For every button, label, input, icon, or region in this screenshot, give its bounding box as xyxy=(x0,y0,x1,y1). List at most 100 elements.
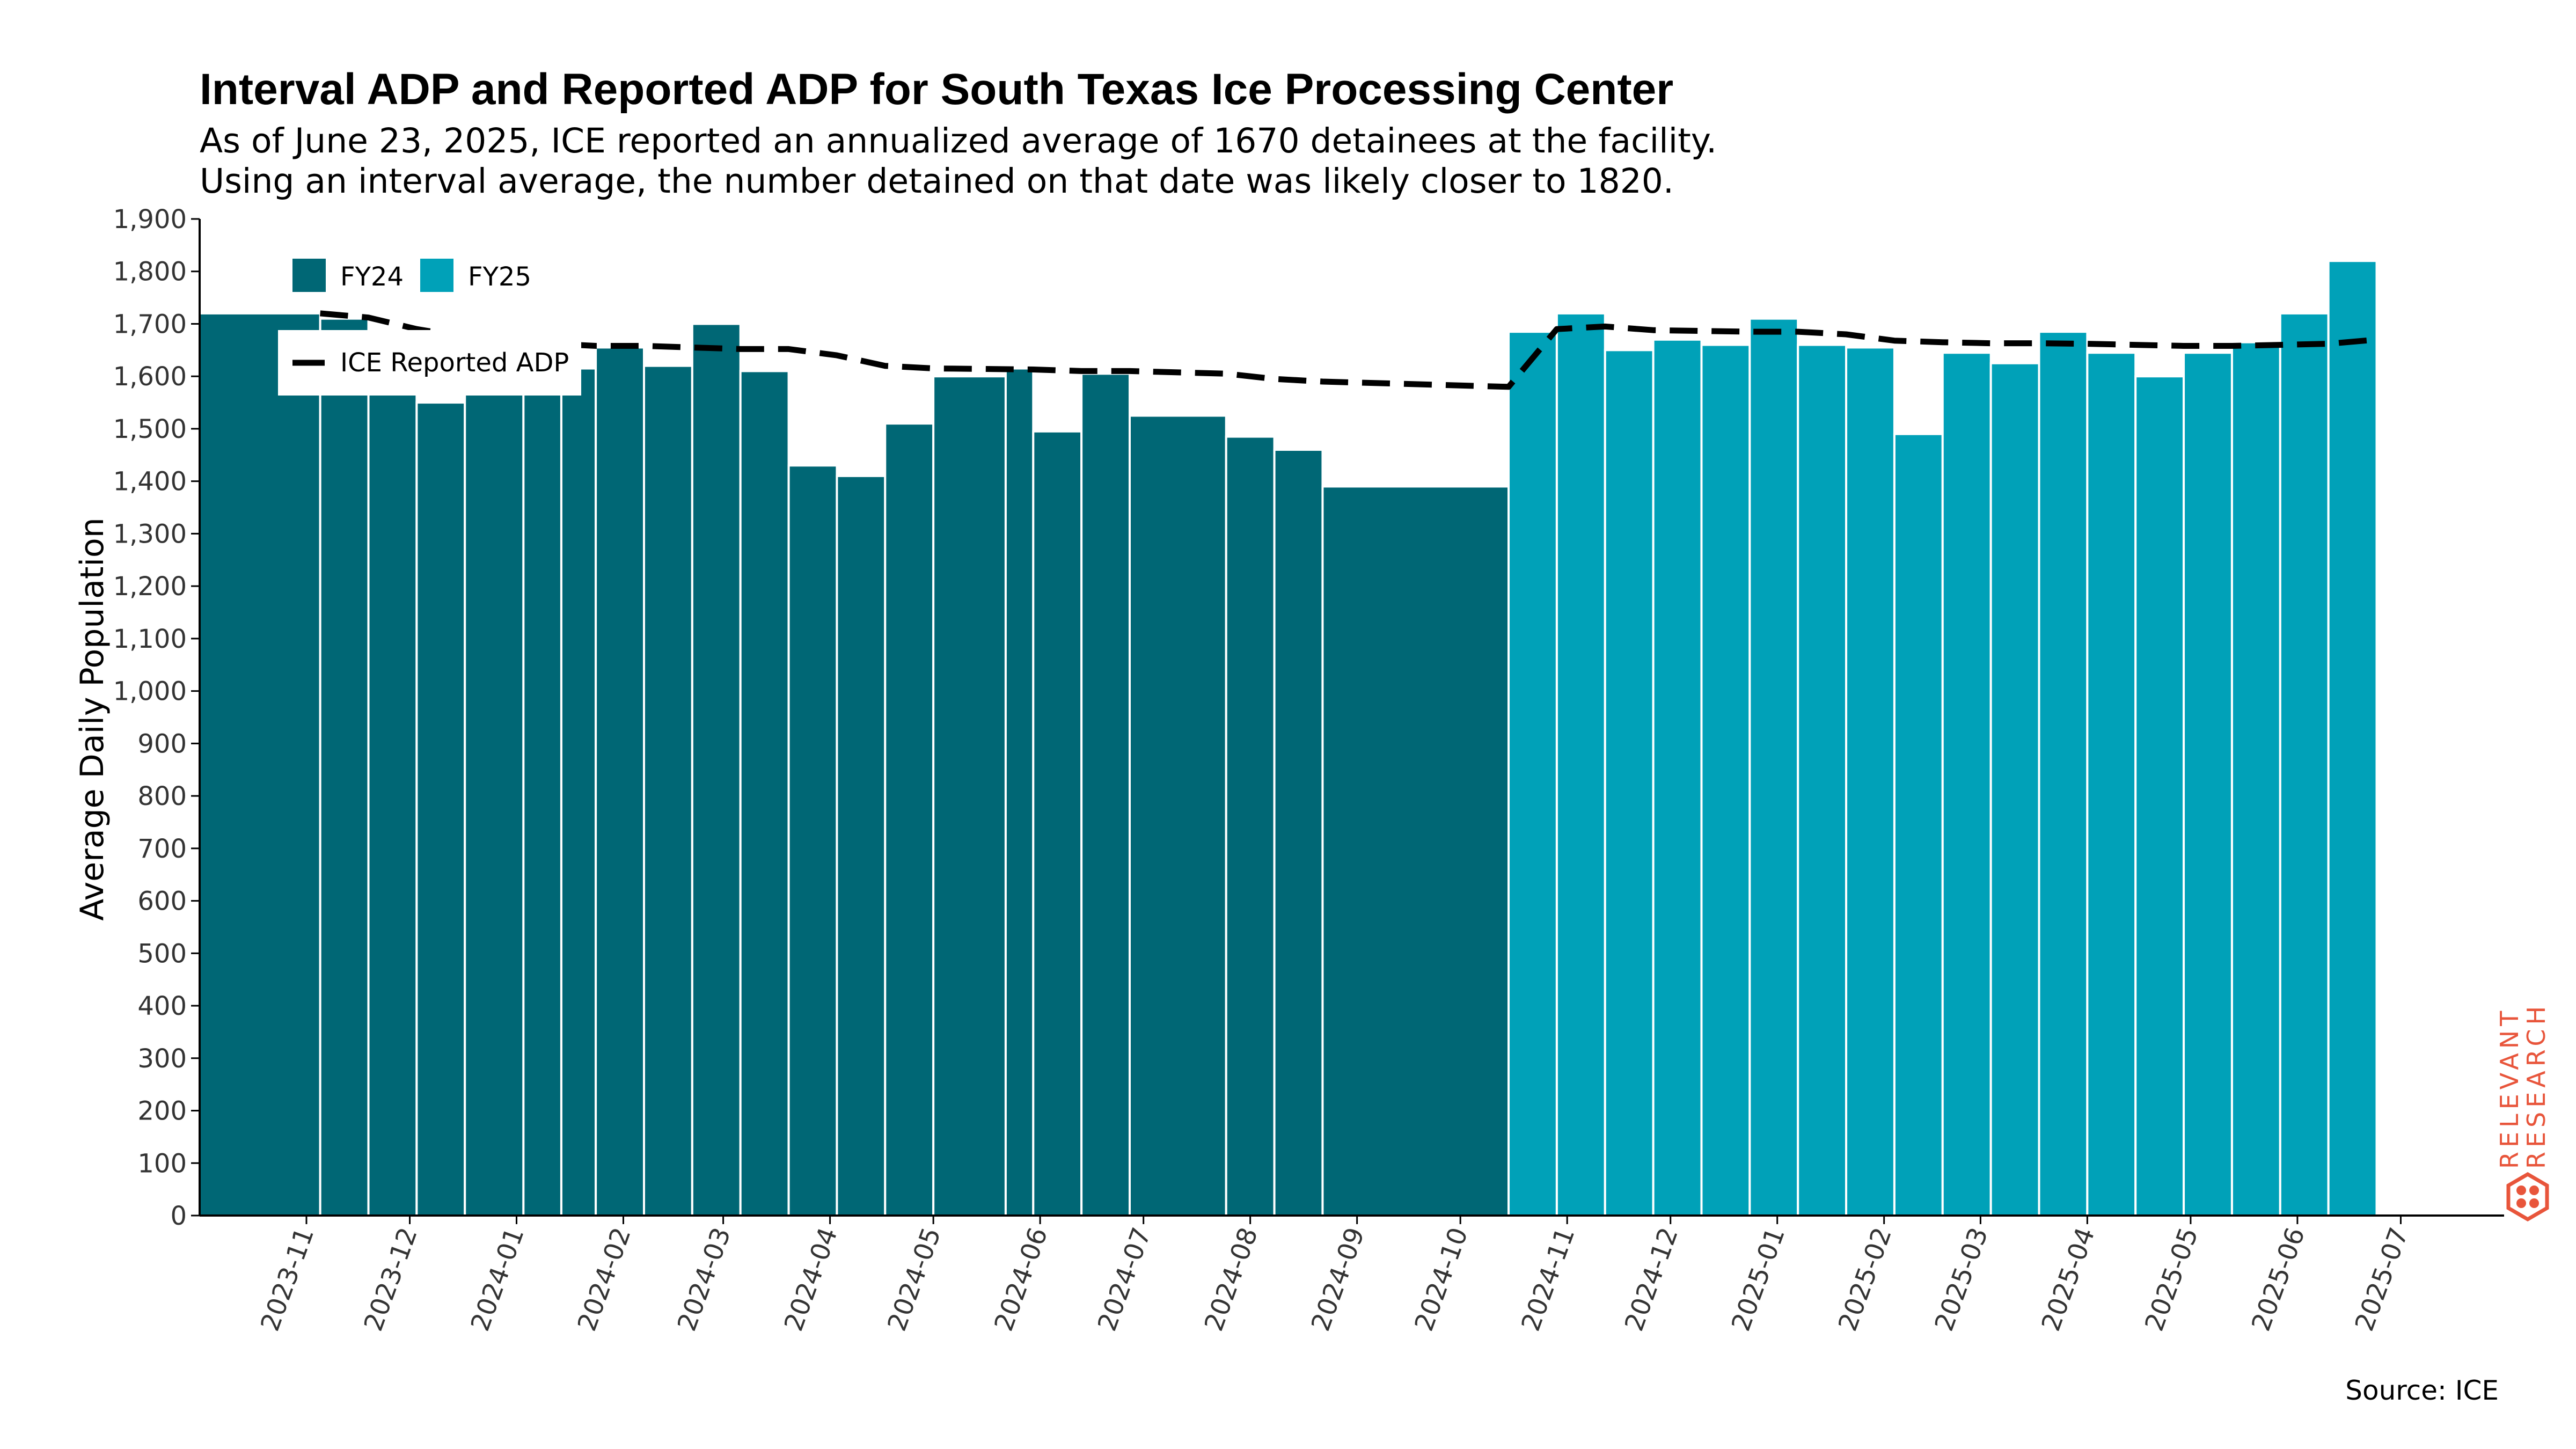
x-tick-label-2023-12: 2023-12 xyxy=(358,1224,423,1335)
bar-fy24-20 xyxy=(1273,449,1324,1217)
bar-fy24-8 xyxy=(642,364,693,1217)
brand-line-2: RESEARCH xyxy=(2522,1002,2551,1169)
chart-title: Interval ADP and Reported ADP for South … xyxy=(200,65,1674,114)
bar-fy25-17 xyxy=(2327,260,2378,1217)
bar-fy24-2 xyxy=(367,341,418,1217)
legend-line-box xyxy=(278,330,581,396)
brand-line-1: RELEVANT xyxy=(2495,1007,2524,1169)
x-tick-label-2025-07: 2025-07 xyxy=(2350,1224,2414,1335)
y-tick-label-600: 600 xyxy=(137,887,187,917)
reported-adp-line-layer xyxy=(320,310,2377,390)
y-tick-label-400: 400 xyxy=(137,991,187,1021)
legend-swatch-fy25 xyxy=(420,259,453,292)
x-tick-label-2023-11: 2023-11 xyxy=(255,1224,320,1335)
bar-fy24-1 xyxy=(319,317,370,1217)
x-tick-label-2024-08: 2024-08 xyxy=(1199,1224,1264,1335)
x-tick-label-2025-01: 2025-01 xyxy=(1726,1224,1791,1335)
bar-fy24-21 xyxy=(1321,485,1510,1217)
bar-fy25-11 xyxy=(2038,331,2089,1217)
bar-fy25-8 xyxy=(1893,433,1944,1217)
y-tick-label-1900: 1,900 xyxy=(113,204,187,235)
bar-fy25-16 xyxy=(2279,312,2330,1217)
y-tick-label-900: 900 xyxy=(137,729,187,759)
x-tick-label-2024-09: 2024-09 xyxy=(1306,1224,1371,1335)
x-axis: 2023-11 2023-12 2024-01 2024-02 2024-03 2024-… xyxy=(200,1214,2504,1335)
legend-label-fy24: FY24 xyxy=(340,262,404,292)
bar-fy25-9 xyxy=(1941,352,1992,1217)
x-tick-label-2024-07: 2024-07 xyxy=(1092,1224,1157,1335)
x-tick-label-2024-06: 2024-06 xyxy=(989,1224,1053,1335)
bar-fy24-5 xyxy=(522,364,562,1217)
bar-fy24-15 xyxy=(1004,367,1035,1217)
y-tick-label-800: 800 xyxy=(137,781,187,811)
y-tick-label-100: 100 xyxy=(137,1148,187,1179)
bar-fy25-2 xyxy=(1604,349,1655,1217)
x-tick-label-2025-04: 2025-04 xyxy=(2036,1224,2101,1335)
y-tick-label-500: 500 xyxy=(137,939,187,969)
y-axis-title: Average Daily Population xyxy=(74,517,111,921)
y-tick-label-300: 300 xyxy=(137,1044,187,1074)
x-tick-label-2025-03: 2025-03 xyxy=(1929,1224,1994,1335)
y-tick-label-1000: 1,000 xyxy=(113,677,187,707)
bar-fy24-17 xyxy=(1080,372,1131,1217)
chart-subtitle-line-2: Using an interval average, the number de… xyxy=(200,162,1674,201)
source-note: Source: ICE xyxy=(2345,1375,2499,1406)
legend-label-fy25: FY25 xyxy=(468,262,531,292)
y-tick-label-1100: 1,100 xyxy=(113,624,187,654)
bar-fy24-3 xyxy=(415,401,466,1217)
bar-fy24-6 xyxy=(560,367,597,1217)
bar-fy25-14 xyxy=(2183,352,2233,1217)
bar-fy25-12 xyxy=(2086,352,2137,1217)
bar-fy24-7 xyxy=(595,346,645,1217)
hexagon-dots-logo-icon xyxy=(2506,1172,2549,1222)
bar-fy25-3 xyxy=(1652,338,1703,1217)
bar-fy25-0 xyxy=(1507,331,1558,1217)
bar-fy24-16 xyxy=(1032,430,1083,1217)
bar-fy25-4 xyxy=(1700,343,1751,1217)
bar-fy24-18 xyxy=(1129,414,1227,1217)
bar-fy24-13 xyxy=(884,422,935,1217)
x-tick-label-2024-12: 2024-12 xyxy=(1619,1224,1684,1335)
bar-fy25-13 xyxy=(2134,375,2185,1217)
y-tick-label-1400: 1,400 xyxy=(113,467,187,497)
x-tick-label-2024-03: 2024-03 xyxy=(672,1224,737,1335)
bar-fy24-14 xyxy=(932,375,1007,1217)
bar-fy24-10 xyxy=(739,370,790,1217)
y-tick-label-1800: 1,800 xyxy=(113,257,187,287)
bar-fy25-7 xyxy=(1845,346,1896,1217)
bar-fy25-10 xyxy=(1989,362,2040,1217)
y-tick-label-200: 200 xyxy=(137,1096,187,1126)
legend-swatch-fy24 xyxy=(292,259,326,292)
x-tick-label-2024-04: 2024-04 xyxy=(779,1224,844,1335)
bar-fy24-12 xyxy=(836,474,887,1217)
x-tick-label-2025-02: 2025-02 xyxy=(1833,1224,1898,1335)
y-tick-label-0: 0 xyxy=(170,1201,187,1231)
bar-fy24-9 xyxy=(691,323,742,1217)
bar-fy24-11 xyxy=(787,464,838,1217)
bar-fy25-6 xyxy=(1797,343,1848,1217)
legend: FY24 FY25 ICE Reported ADP xyxy=(278,259,581,396)
y-tick-label-1500: 1,500 xyxy=(113,414,187,444)
bars-layer xyxy=(199,260,2378,1217)
relevant-research-logo: RELEVANT RESEARCH xyxy=(2495,1002,2551,1222)
y-tick-label-700: 700 xyxy=(137,834,187,864)
x-tick-label-2025-05: 2025-05 xyxy=(2139,1224,2204,1335)
y-tick-label-1200: 1,200 xyxy=(113,572,187,602)
y-tick-label-1600: 1,600 xyxy=(113,362,187,392)
x-tick-label-2024-02: 2024-02 xyxy=(572,1224,637,1335)
bar-fy25-5 xyxy=(1748,317,1799,1217)
bar-fy24-0 xyxy=(199,312,321,1217)
x-tick-label-2024-11: 2024-11 xyxy=(1516,1224,1580,1335)
chart-subtitle-line-1: As of June 23, 2025, ICE reported an ann… xyxy=(200,121,1717,160)
bar-fy24-4 xyxy=(464,362,525,1217)
x-tick-label-2024-05: 2024-05 xyxy=(882,1224,947,1335)
bar-fy24-19 xyxy=(1225,435,1276,1217)
y-tick-label-1700: 1,700 xyxy=(113,309,187,339)
bar-fy25-1 xyxy=(1555,312,1606,1217)
x-tick-label-2025-06: 2025-06 xyxy=(2246,1224,2311,1335)
y-axis: 0 100 200 300 400 500 600 700 800 900 1,000 1,100 1,… xyxy=(113,204,201,1231)
y-tick-label-1300: 1,300 xyxy=(113,519,187,549)
reported-adp-line xyxy=(320,310,2377,390)
x-tick-label-2024-01: 2024-01 xyxy=(465,1224,530,1335)
